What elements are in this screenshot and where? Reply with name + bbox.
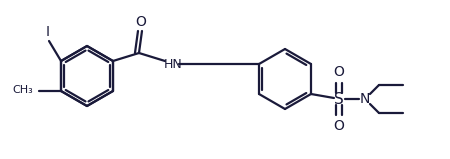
- Text: O: O: [333, 65, 344, 79]
- Text: CH₃: CH₃: [12, 85, 33, 95]
- Text: O: O: [333, 119, 344, 133]
- Text: O: O: [135, 15, 146, 29]
- Text: I: I: [46, 25, 50, 39]
- Text: N: N: [360, 92, 370, 106]
- Text: S: S: [334, 91, 344, 107]
- Text: HN: HN: [164, 58, 182, 70]
